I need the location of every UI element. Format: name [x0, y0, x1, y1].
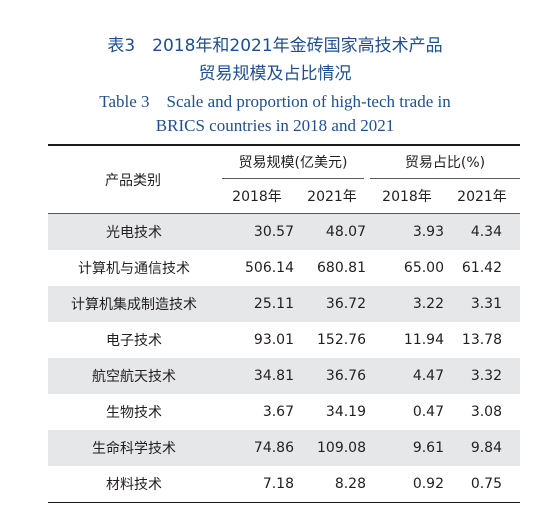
cell-value: 34.19 — [325, 404, 366, 420]
row-category: 计算机集成制造技术 — [71, 297, 197, 313]
row-category: 生命科学技术 — [92, 441, 176, 457]
cell-value: 506.14 — [245, 260, 294, 276]
year-header: 2021年 — [307, 189, 357, 205]
trade-share-header: 贸易占比(%) — [404, 155, 486, 171]
cell-value: 25.11 — [253, 296, 294, 312]
table-header: 产品类别 贸易规模(亿美元) 贸易占比(%) 2018年 2021年 2018年… — [48, 146, 520, 214]
cell-value: 8.28 — [334, 476, 366, 492]
cell-value: 93.01 — [253, 332, 294, 348]
cell-value: 152.76 — [317, 332, 366, 348]
table-row: 计算机集成制造技术 25.11 36.72 3.22 3.31 — [48, 286, 520, 322]
cell-value: 3.22 — [412, 296, 444, 312]
cell-value: 34.81 — [253, 368, 294, 384]
table-row: 生命科学技术 74.86 109.08 9.61 9.84 — [48, 430, 520, 466]
row-category: 电子技术 — [106, 333, 162, 349]
row-category: 航空航天技术 — [92, 369, 176, 385]
cell-value: 13.78 — [461, 332, 502, 348]
category-header: 产品类别 — [105, 172, 161, 189]
table-title-cn-line1: 表3 2018年和2021年金砖国家高技术产品 — [107, 36, 443, 56]
year-header: 2018年 — [382, 189, 432, 205]
cell-value: 4.47 — [412, 368, 444, 384]
cell-value: 3.31 — [470, 296, 502, 312]
row-category: 光电技术 — [106, 225, 162, 241]
cell-value: 74.86 — [253, 440, 294, 456]
row-category: 材料技术 — [106, 477, 162, 493]
cell-value: 30.57 — [253, 224, 294, 240]
trade-scale-header: 贸易规模(亿美元) — [238, 155, 348, 171]
cell-value: 61.42 — [461, 260, 502, 276]
cell-value: 9.61 — [412, 440, 444, 456]
year-header: 2021年 — [457, 189, 507, 205]
table-row: 计算机与通信技术 506.14 680.81 65.00 61.42 — [48, 250, 520, 286]
table-row: 电子技术 93.01 152.76 11.94 13.78 — [48, 322, 520, 358]
table-title-en-line2: BRICS countries in 2018 and 2021 — [155, 116, 395, 135]
cell-value: 3.32 — [470, 368, 502, 384]
cell-value: 3.67 — [262, 404, 294, 420]
cell-value: 0.75 — [470, 476, 502, 492]
cell-value: 48.07 — [325, 224, 366, 240]
cell-value: 3.08 — [470, 404, 502, 420]
cell-value: 9.84 — [470, 440, 502, 456]
table-row: 航空航天技术 34.81 36.76 4.47 3.32 — [48, 358, 520, 394]
cell-value: 11.94 — [403, 332, 444, 348]
table-row: 光电技术 30.57 48.07 3.93 4.34 — [48, 214, 520, 250]
cell-value: 7.18 — [262, 476, 294, 492]
trade-table: 产品类别 贸易规模(亿美元) 贸易占比(%) 2018年 2021年 2018年… — [48, 144, 520, 503]
group-divider — [222, 178, 364, 179]
cell-value: 36.76 — [325, 368, 366, 384]
table-title-en-line1: Table 3 Scale and proportion of high-tec… — [99, 92, 451, 111]
cell-value: 0.92 — [412, 476, 444, 492]
table-title-cn-line2: 贸易规模及占比情况 — [198, 64, 352, 84]
cell-value: 109.08 — [317, 440, 366, 456]
cell-value: 0.47 — [412, 404, 444, 420]
cell-value: 65.00 — [403, 260, 444, 276]
row-category: 计算机与通信技术 — [78, 261, 190, 277]
group-divider — [370, 178, 520, 179]
table-row: 材料技术 7.18 8.28 0.92 0.75 — [48, 466, 520, 502]
row-category: 生物技术 — [106, 405, 162, 421]
table-row: 生物技术 3.67 34.19 0.47 3.08 — [48, 394, 520, 430]
cell-value: 3.93 — [412, 224, 444, 240]
cell-value: 4.34 — [470, 224, 502, 240]
cell-value: 680.81 — [317, 260, 366, 276]
cell-value: 36.72 — [325, 296, 366, 312]
year-header: 2018年 — [232, 189, 282, 205]
